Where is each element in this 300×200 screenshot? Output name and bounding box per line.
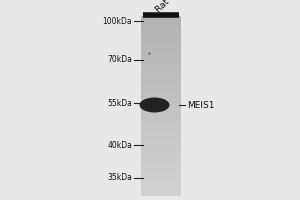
Text: 40kDa: 40kDa <box>107 140 132 149</box>
Text: 70kDa: 70kDa <box>107 55 132 64</box>
Text: 100kDa: 100kDa <box>102 17 132 25</box>
Ellipse shape <box>153 100 168 110</box>
Text: Rat brain: Rat brain <box>154 0 190 14</box>
Text: MEIS1: MEIS1 <box>188 100 215 110</box>
Text: 35kDa: 35kDa <box>107 173 132 182</box>
Ellipse shape <box>140 98 169 112</box>
Text: 55kDa: 55kDa <box>107 98 132 108</box>
